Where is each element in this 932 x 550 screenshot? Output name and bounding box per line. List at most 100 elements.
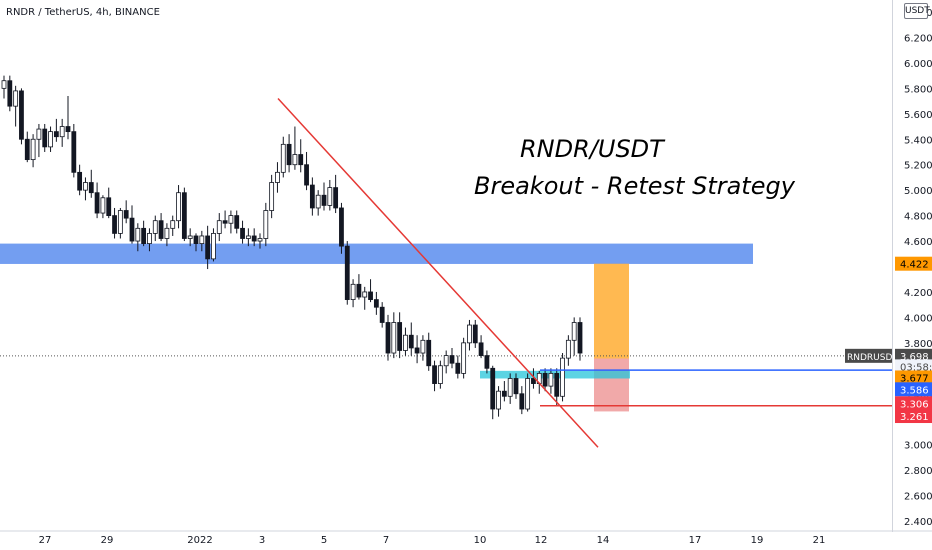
candle-body xyxy=(53,131,59,138)
y-tick-label: 5.600 xyxy=(904,110,932,121)
candle xyxy=(19,88,24,145)
candle-body xyxy=(176,192,181,222)
candle xyxy=(1,75,7,99)
candle xyxy=(426,332,432,371)
candle-body xyxy=(507,378,513,397)
candle xyxy=(379,302,385,328)
candle-body xyxy=(117,210,123,234)
candle-body xyxy=(455,362,461,374)
candle xyxy=(437,360,443,389)
candle xyxy=(571,317,577,356)
candle-body xyxy=(42,128,48,148)
annotation-subtitle: Breakout - Retest Strategy xyxy=(474,172,795,200)
candle xyxy=(48,126,53,152)
candle xyxy=(245,228,251,247)
candlestick-series xyxy=(1,75,583,420)
candle xyxy=(112,207,117,239)
candle-body xyxy=(525,378,531,410)
candle-body xyxy=(141,227,147,244)
candle-body xyxy=(257,238,263,242)
price-label-text: 03:58:04 xyxy=(900,362,932,373)
candle xyxy=(199,230,205,252)
candle-body xyxy=(548,372,554,387)
candle-body xyxy=(472,324,478,344)
annotation-title: RNDR/USDT xyxy=(520,135,664,163)
candle-body xyxy=(356,283,362,298)
y-tick-label: 2.800 xyxy=(904,466,932,477)
candle-body xyxy=(77,171,83,191)
candle xyxy=(106,187,112,219)
candle xyxy=(13,85,19,127)
candle-body xyxy=(565,339,571,359)
candle xyxy=(373,291,379,315)
candle-body xyxy=(216,220,222,234)
candle xyxy=(123,200,129,224)
candle-body xyxy=(304,164,309,186)
candle xyxy=(100,195,106,219)
symbol-header[interactable]: RNDR / TetherUS, 4h, BINANCE xyxy=(6,7,160,18)
candle xyxy=(269,174,275,219)
x-tick-label: 29 xyxy=(101,535,114,546)
candle-body xyxy=(467,324,472,344)
x-tick-label: 2022 xyxy=(187,535,212,546)
candle xyxy=(432,360,437,392)
price-label-text: 3.261 xyxy=(900,412,929,423)
candle-body xyxy=(531,378,536,384)
candle-body xyxy=(420,339,426,354)
candle-body xyxy=(426,339,432,367)
candle-body xyxy=(100,197,106,214)
candle xyxy=(554,368,560,407)
candle xyxy=(24,131,30,163)
candle-body xyxy=(571,322,577,341)
candle-body xyxy=(286,143,292,166)
price-label-stop xyxy=(895,396,932,411)
candle-body xyxy=(403,334,408,351)
candle xyxy=(42,123,48,152)
price-label-symbol-tag xyxy=(845,348,893,363)
price-label-text: 3.306 xyxy=(900,399,929,410)
candle xyxy=(472,319,478,348)
candle-body xyxy=(339,207,344,247)
y-tick-label: 4.000 xyxy=(904,313,932,324)
candle xyxy=(368,279,373,303)
candle xyxy=(181,187,187,242)
candle xyxy=(129,205,135,244)
target-box xyxy=(594,263,629,359)
candle xyxy=(496,386,501,417)
candle xyxy=(356,274,362,300)
candle xyxy=(315,190,321,216)
y-tick-label: 5.800 xyxy=(904,84,932,95)
candle-body xyxy=(187,235,193,239)
price-label-text: 3.698 xyxy=(900,352,929,363)
candle xyxy=(490,365,496,420)
candle-body xyxy=(164,227,170,239)
candle xyxy=(205,225,211,270)
candle xyxy=(333,174,339,214)
candle xyxy=(170,215,176,236)
candle-body xyxy=(275,171,280,183)
candle xyxy=(408,322,414,356)
candle xyxy=(65,95,71,140)
candle xyxy=(304,151,309,191)
candle-body xyxy=(379,306,385,323)
candle-body xyxy=(30,138,36,161)
x-tick-label: 12 xyxy=(535,535,548,546)
candle-body xyxy=(542,372,548,387)
y-tick-label: 4.800 xyxy=(904,212,932,223)
candle-body xyxy=(327,187,333,206)
candle xyxy=(484,350,490,374)
candle-body xyxy=(496,390,501,410)
candle xyxy=(391,312,397,359)
price-label-entry xyxy=(895,370,932,385)
candle xyxy=(467,319,472,351)
candle-body xyxy=(292,154,298,166)
price-label-text: 3.586 xyxy=(900,385,929,396)
currency-label[interactable]: USDT xyxy=(904,3,930,19)
candle xyxy=(560,353,565,402)
price-label-blue xyxy=(895,382,932,397)
x-tick-label: 27 xyxy=(39,535,52,546)
y-tick-label: 4.200 xyxy=(904,288,932,299)
price-label-text: 4.422 xyxy=(900,260,929,271)
candle xyxy=(53,118,59,142)
